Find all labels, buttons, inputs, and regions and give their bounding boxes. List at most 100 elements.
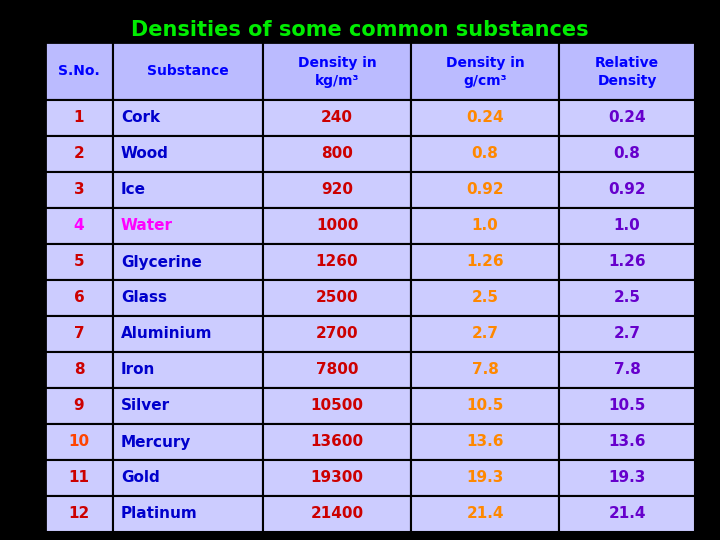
Text: Silver: Silver bbox=[121, 399, 170, 414]
Text: Aluminium: Aluminium bbox=[121, 327, 212, 341]
Bar bbox=[263, 460, 411, 496]
Text: 10.5: 10.5 bbox=[608, 399, 646, 414]
Text: Platinum: Platinum bbox=[121, 507, 198, 522]
Text: Gold: Gold bbox=[121, 470, 160, 485]
Text: 800: 800 bbox=[321, 146, 353, 161]
Text: 2.5: 2.5 bbox=[613, 291, 641, 306]
Bar bbox=[411, 42, 559, 100]
Text: 0.24: 0.24 bbox=[466, 111, 504, 125]
Bar bbox=[559, 172, 695, 208]
Bar bbox=[559, 208, 695, 244]
Bar bbox=[113, 172, 263, 208]
Text: 12: 12 bbox=[68, 507, 89, 522]
Text: 19.3: 19.3 bbox=[467, 470, 504, 485]
Bar bbox=[263, 208, 411, 244]
Text: Ice: Ice bbox=[121, 183, 146, 198]
Bar bbox=[113, 388, 263, 424]
Bar bbox=[45, 244, 113, 280]
Text: 13.6: 13.6 bbox=[467, 435, 504, 449]
Bar bbox=[113, 316, 263, 352]
Text: Density: Density bbox=[598, 74, 657, 88]
Text: Wood: Wood bbox=[121, 146, 169, 161]
Bar bbox=[263, 136, 411, 172]
Bar bbox=[411, 352, 559, 388]
Bar bbox=[45, 460, 113, 496]
Bar bbox=[411, 424, 559, 460]
Text: Mercury: Mercury bbox=[121, 435, 192, 449]
Text: Iron: Iron bbox=[121, 362, 156, 377]
Text: Glycerine: Glycerine bbox=[121, 254, 202, 269]
Bar bbox=[113, 424, 263, 460]
Bar bbox=[559, 352, 695, 388]
Bar bbox=[45, 424, 113, 460]
Bar bbox=[113, 42, 263, 100]
Text: 2700: 2700 bbox=[315, 327, 359, 341]
Text: 2.7: 2.7 bbox=[613, 327, 641, 341]
Bar bbox=[559, 280, 695, 316]
Bar bbox=[263, 100, 411, 136]
Bar bbox=[45, 42, 113, 100]
Bar bbox=[113, 244, 263, 280]
Text: 7: 7 bbox=[73, 327, 84, 341]
Bar bbox=[559, 460, 695, 496]
Text: kg/m³: kg/m³ bbox=[315, 74, 359, 88]
Bar bbox=[559, 316, 695, 352]
Text: 0.92: 0.92 bbox=[466, 183, 504, 198]
Text: 1.0: 1.0 bbox=[472, 219, 498, 233]
Text: 2.5: 2.5 bbox=[472, 291, 498, 306]
Text: 7800: 7800 bbox=[316, 362, 359, 377]
Bar bbox=[263, 280, 411, 316]
Text: 6: 6 bbox=[73, 291, 84, 306]
Bar bbox=[411, 100, 559, 136]
Bar bbox=[45, 136, 113, 172]
Text: 0.8: 0.8 bbox=[613, 146, 640, 161]
Text: Cork: Cork bbox=[121, 111, 160, 125]
Bar bbox=[559, 496, 695, 532]
Text: 2: 2 bbox=[73, 146, 84, 161]
Text: 240: 240 bbox=[321, 111, 353, 125]
Bar bbox=[263, 496, 411, 532]
Bar bbox=[263, 244, 411, 280]
Text: 10.5: 10.5 bbox=[467, 399, 504, 414]
Bar bbox=[411, 208, 559, 244]
Text: Relative: Relative bbox=[595, 56, 659, 70]
Bar bbox=[263, 316, 411, 352]
Text: Water: Water bbox=[121, 219, 173, 233]
Text: 0.24: 0.24 bbox=[608, 111, 646, 125]
Text: 3: 3 bbox=[73, 183, 84, 198]
Bar bbox=[411, 172, 559, 208]
Bar bbox=[45, 388, 113, 424]
Text: 11: 11 bbox=[68, 470, 89, 485]
Bar bbox=[411, 244, 559, 280]
Bar bbox=[559, 42, 695, 100]
Bar bbox=[113, 280, 263, 316]
Bar bbox=[113, 100, 263, 136]
Bar bbox=[45, 316, 113, 352]
Bar bbox=[411, 316, 559, 352]
Bar bbox=[411, 136, 559, 172]
Bar bbox=[559, 244, 695, 280]
Bar bbox=[45, 208, 113, 244]
Bar bbox=[263, 172, 411, 208]
Text: 21400: 21400 bbox=[310, 507, 364, 522]
Text: Density in: Density in bbox=[297, 56, 377, 70]
Text: 10: 10 bbox=[68, 435, 89, 449]
Bar bbox=[411, 496, 559, 532]
Text: 0.8: 0.8 bbox=[472, 146, 498, 161]
Text: S.No.: S.No. bbox=[58, 64, 100, 78]
Text: 920: 920 bbox=[321, 183, 353, 198]
Bar bbox=[113, 136, 263, 172]
Bar bbox=[45, 496, 113, 532]
Text: 4: 4 bbox=[73, 219, 84, 233]
Bar bbox=[263, 352, 411, 388]
Text: 1.26: 1.26 bbox=[608, 254, 646, 269]
Bar bbox=[559, 100, 695, 136]
Text: 2500: 2500 bbox=[315, 291, 359, 306]
Text: 1.0: 1.0 bbox=[613, 219, 640, 233]
Text: 13600: 13600 bbox=[310, 435, 364, 449]
Bar bbox=[263, 424, 411, 460]
Text: 19300: 19300 bbox=[310, 470, 364, 485]
Text: 9: 9 bbox=[73, 399, 84, 414]
Bar bbox=[113, 496, 263, 532]
Text: 13.6: 13.6 bbox=[608, 435, 646, 449]
